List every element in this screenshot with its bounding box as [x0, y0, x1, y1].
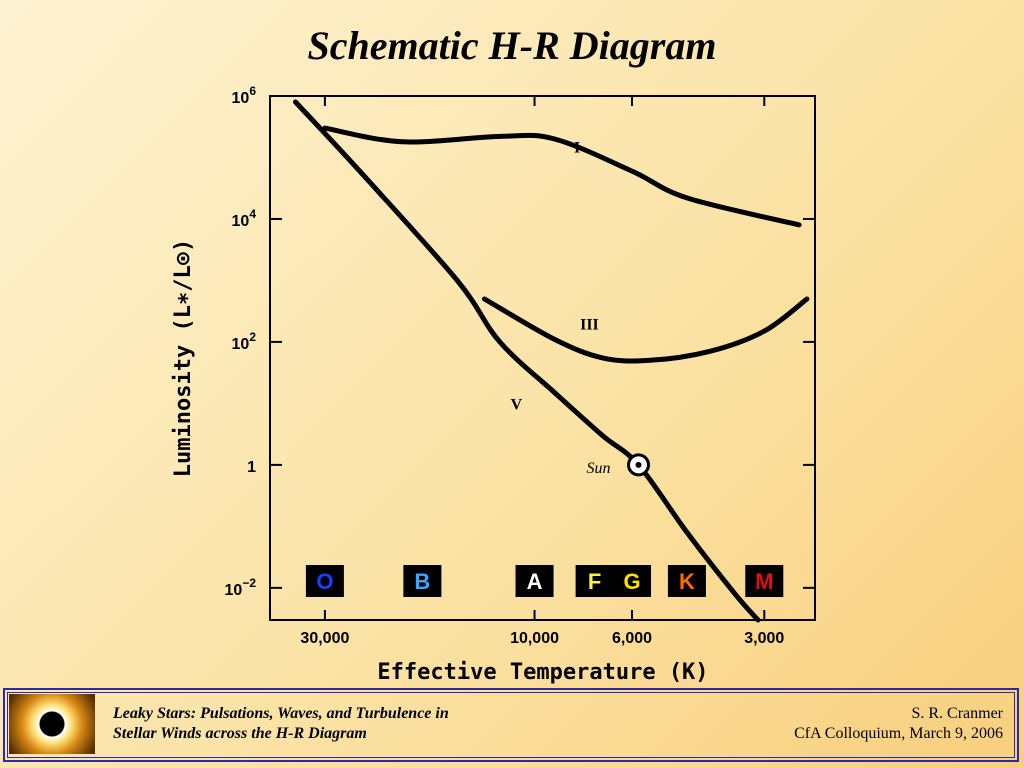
x-tick-label: 10,000 — [510, 630, 559, 647]
slide-footer: Leaky Stars: Pulsations, Waves, and Turb… — [3, 688, 1019, 762]
spectral-class-f-badge — [575, 565, 614, 597]
y-tick-base: 10 — [232, 90, 250, 107]
class-i-label: I — [574, 140, 580, 157]
talk-title: Leaky Stars: Pulsations, Waves, and Turb… — [113, 704, 633, 744]
solar-eclipse-logo — [9, 694, 95, 754]
sun-annotation: Sun — [586, 453, 650, 477]
spectral-class-g-label: G — [623, 569, 640, 594]
footer-border — [7, 692, 1015, 758]
spectral-class-k-badge — [667, 565, 706, 597]
y-tick-exponent: 4 — [249, 207, 256, 221]
y-tick-base: 10 — [232, 336, 250, 353]
spectral-class-o-badge — [305, 565, 344, 597]
y-tick-label: 1 — [247, 459, 256, 476]
sun-label: Sun — [586, 460, 610, 477]
spectral-class-m-label: M — [755, 569, 773, 594]
spectral-class-m-badge — [745, 565, 784, 597]
spectral-class-o-label: O — [316, 569, 333, 594]
sun-marker-dot — [635, 461, 642, 468]
talk-title-line-1: Leaky Stars: Pulsations, Waves, and Turb… — [113, 705, 449, 722]
y-tick-exponent: −2 — [242, 576, 256, 590]
spectral-class-b-label: B — [414, 569, 430, 594]
y-tick-label: 104 — [232, 207, 257, 230]
x-tick-label: 30,000 — [300, 630, 349, 647]
y-tick-label: 102 — [232, 330, 257, 353]
spectral-class-a-label: A — [527, 569, 543, 594]
y-tick-base: 10 — [232, 213, 250, 230]
y-tick-exponent: 6 — [249, 84, 256, 98]
x-tick-label: 6,000 — [612, 630, 652, 647]
y-axis-label: Luminosity (L∗/L⊙) — [171, 239, 196, 477]
spectral-class-f-label: F — [588, 569, 601, 594]
spectral-class-a-badge — [515, 565, 554, 597]
class-iii-label: III — [580, 316, 599, 333]
y-tick-label: 10−2 — [225, 576, 257, 599]
class-v-curve — [293, 99, 761, 623]
x-ticks: 30,000 10,000 6,000 3,000 — [300, 96, 784, 647]
talk-title-line-2: Stellar Winds across the H-R Diagram — [113, 725, 367, 742]
y-tick-label: 106 — [232, 84, 257, 107]
class-i-curve — [322, 125, 802, 228]
slide-title: Schematic H-R Diagram — [307, 23, 717, 68]
x-axis-label: Effective Temperature (K) — [377, 660, 708, 685]
plot-frame — [269, 95, 816, 621]
speaker-name: S. R. Cranmer — [911, 705, 1003, 722]
event-date: CfA Colloquium, March 9, 2006 — [794, 725, 1003, 742]
class-v-label: V — [511, 396, 523, 413]
y-tick-base: 1 — [247, 459, 256, 476]
class-iii-curve — [482, 296, 810, 364]
speaker-info: S. R. Cranmer CfA Colloquium, March 9, 2… — [794, 704, 1003, 744]
x-tick-label: 3,000 — [744, 630, 784, 647]
spectral-class-g-badge — [613, 565, 652, 597]
y-tick-exponent: 2 — [249, 330, 256, 344]
y-tick-base: 10 — [225, 582, 243, 599]
spectral-class-k-label: K — [679, 569, 695, 594]
spectral-class-b-badge — [403, 565, 442, 597]
